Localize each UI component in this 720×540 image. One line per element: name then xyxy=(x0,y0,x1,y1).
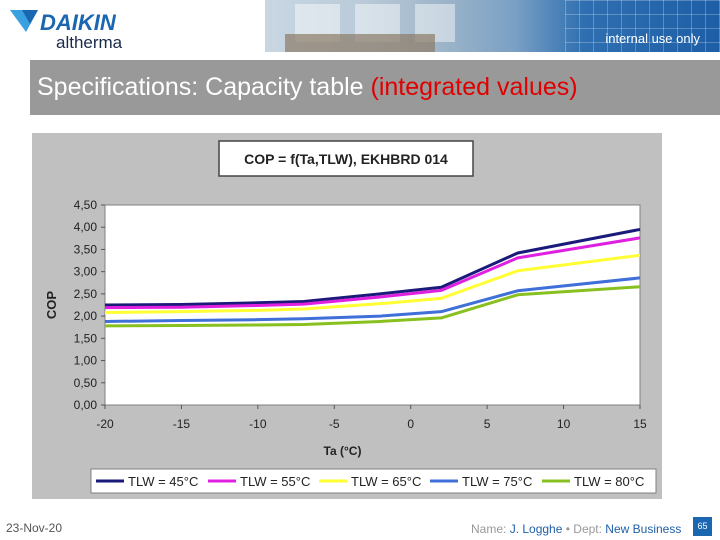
footer-name-value: J. Logghe xyxy=(509,522,563,536)
x-axis-label: Ta (°C) xyxy=(324,444,362,458)
y-tick-label: 3,00 xyxy=(74,265,98,279)
cop-line-chart: COP = f(Ta,TLW), EKHBRD 014 0,00 0,50 1,00 1… xyxy=(44,140,657,494)
x-tick-label: -20 xyxy=(96,417,114,431)
x-tick-label: -5 xyxy=(329,417,340,431)
daikin-altherma-logo: DAIKIN altherma xyxy=(10,10,123,52)
footer-date: 23-Nov-20 xyxy=(6,521,63,535)
x-tick-label: 15 xyxy=(633,417,647,431)
y-tick-label: 2,50 xyxy=(74,287,98,301)
x-tick-label: 5 xyxy=(484,417,491,431)
footer-author: Name: J. Logghe • Dept: New Business xyxy=(471,522,681,536)
chart-panel: COP = f(Ta,TLW), EKHBRD 014 0,00 0,50 1,00 1… xyxy=(32,133,662,499)
legend-label-2: TLW = 65°C xyxy=(351,474,421,489)
legend-label-4: TLW = 80°C xyxy=(574,474,644,489)
x-tick-label: 10 xyxy=(557,417,571,431)
footer-dept-value: New Business xyxy=(605,522,682,536)
slide-title-main: Specifications: Capacity table xyxy=(37,73,371,101)
y-tick-label: 3,50 xyxy=(74,242,98,256)
series-line-2 xyxy=(104,253,641,315)
series-line-4 xyxy=(104,285,641,328)
page-number: 65 xyxy=(693,517,712,536)
footer-dept-label: • Dept: xyxy=(562,522,606,536)
x-tick-label: -15 xyxy=(173,417,191,431)
y-tick-label: 4,00 xyxy=(74,220,98,234)
y-tick-label: 2,00 xyxy=(74,309,98,323)
slide-title-highlight: (integrated values) xyxy=(370,73,578,101)
legend-label-3: TLW = 75°C xyxy=(462,474,532,489)
series-line-1 xyxy=(104,236,641,310)
y-tick-label: 1,50 xyxy=(74,331,98,345)
footer-name-label: Name: xyxy=(471,522,510,536)
y-tick-label: 0,50 xyxy=(74,376,98,390)
logo-brand-text: DAIKIN xyxy=(40,10,117,35)
y-tick-label: 1,00 xyxy=(74,354,98,368)
slide-title-bar: Specifications: Capacity table (integrat… xyxy=(30,60,720,115)
x-tick-label: -10 xyxy=(249,417,267,431)
header-banner-image xyxy=(265,0,720,52)
y-tick-label: 4,50 xyxy=(74,198,98,212)
series-line-3 xyxy=(104,276,641,323)
chart-title-box xyxy=(218,140,474,177)
slide-title: Specifications: Capacity table (integrat… xyxy=(37,73,578,102)
chart-title: COP = f(Ta,TLW), EKHBRD 014 xyxy=(244,151,448,167)
y-tick-label: 0,00 xyxy=(74,398,98,412)
x-tick-label: 0 xyxy=(407,417,414,431)
y-axis-label: COP xyxy=(44,291,59,320)
series-line-0 xyxy=(104,227,641,307)
legend-label-0: TLW = 45°C xyxy=(128,474,198,489)
internal-use-badge: internal use only xyxy=(605,31,700,46)
logo-sub-text: altherma xyxy=(56,33,123,52)
legend-label-1: TLW = 55°C xyxy=(240,474,310,489)
